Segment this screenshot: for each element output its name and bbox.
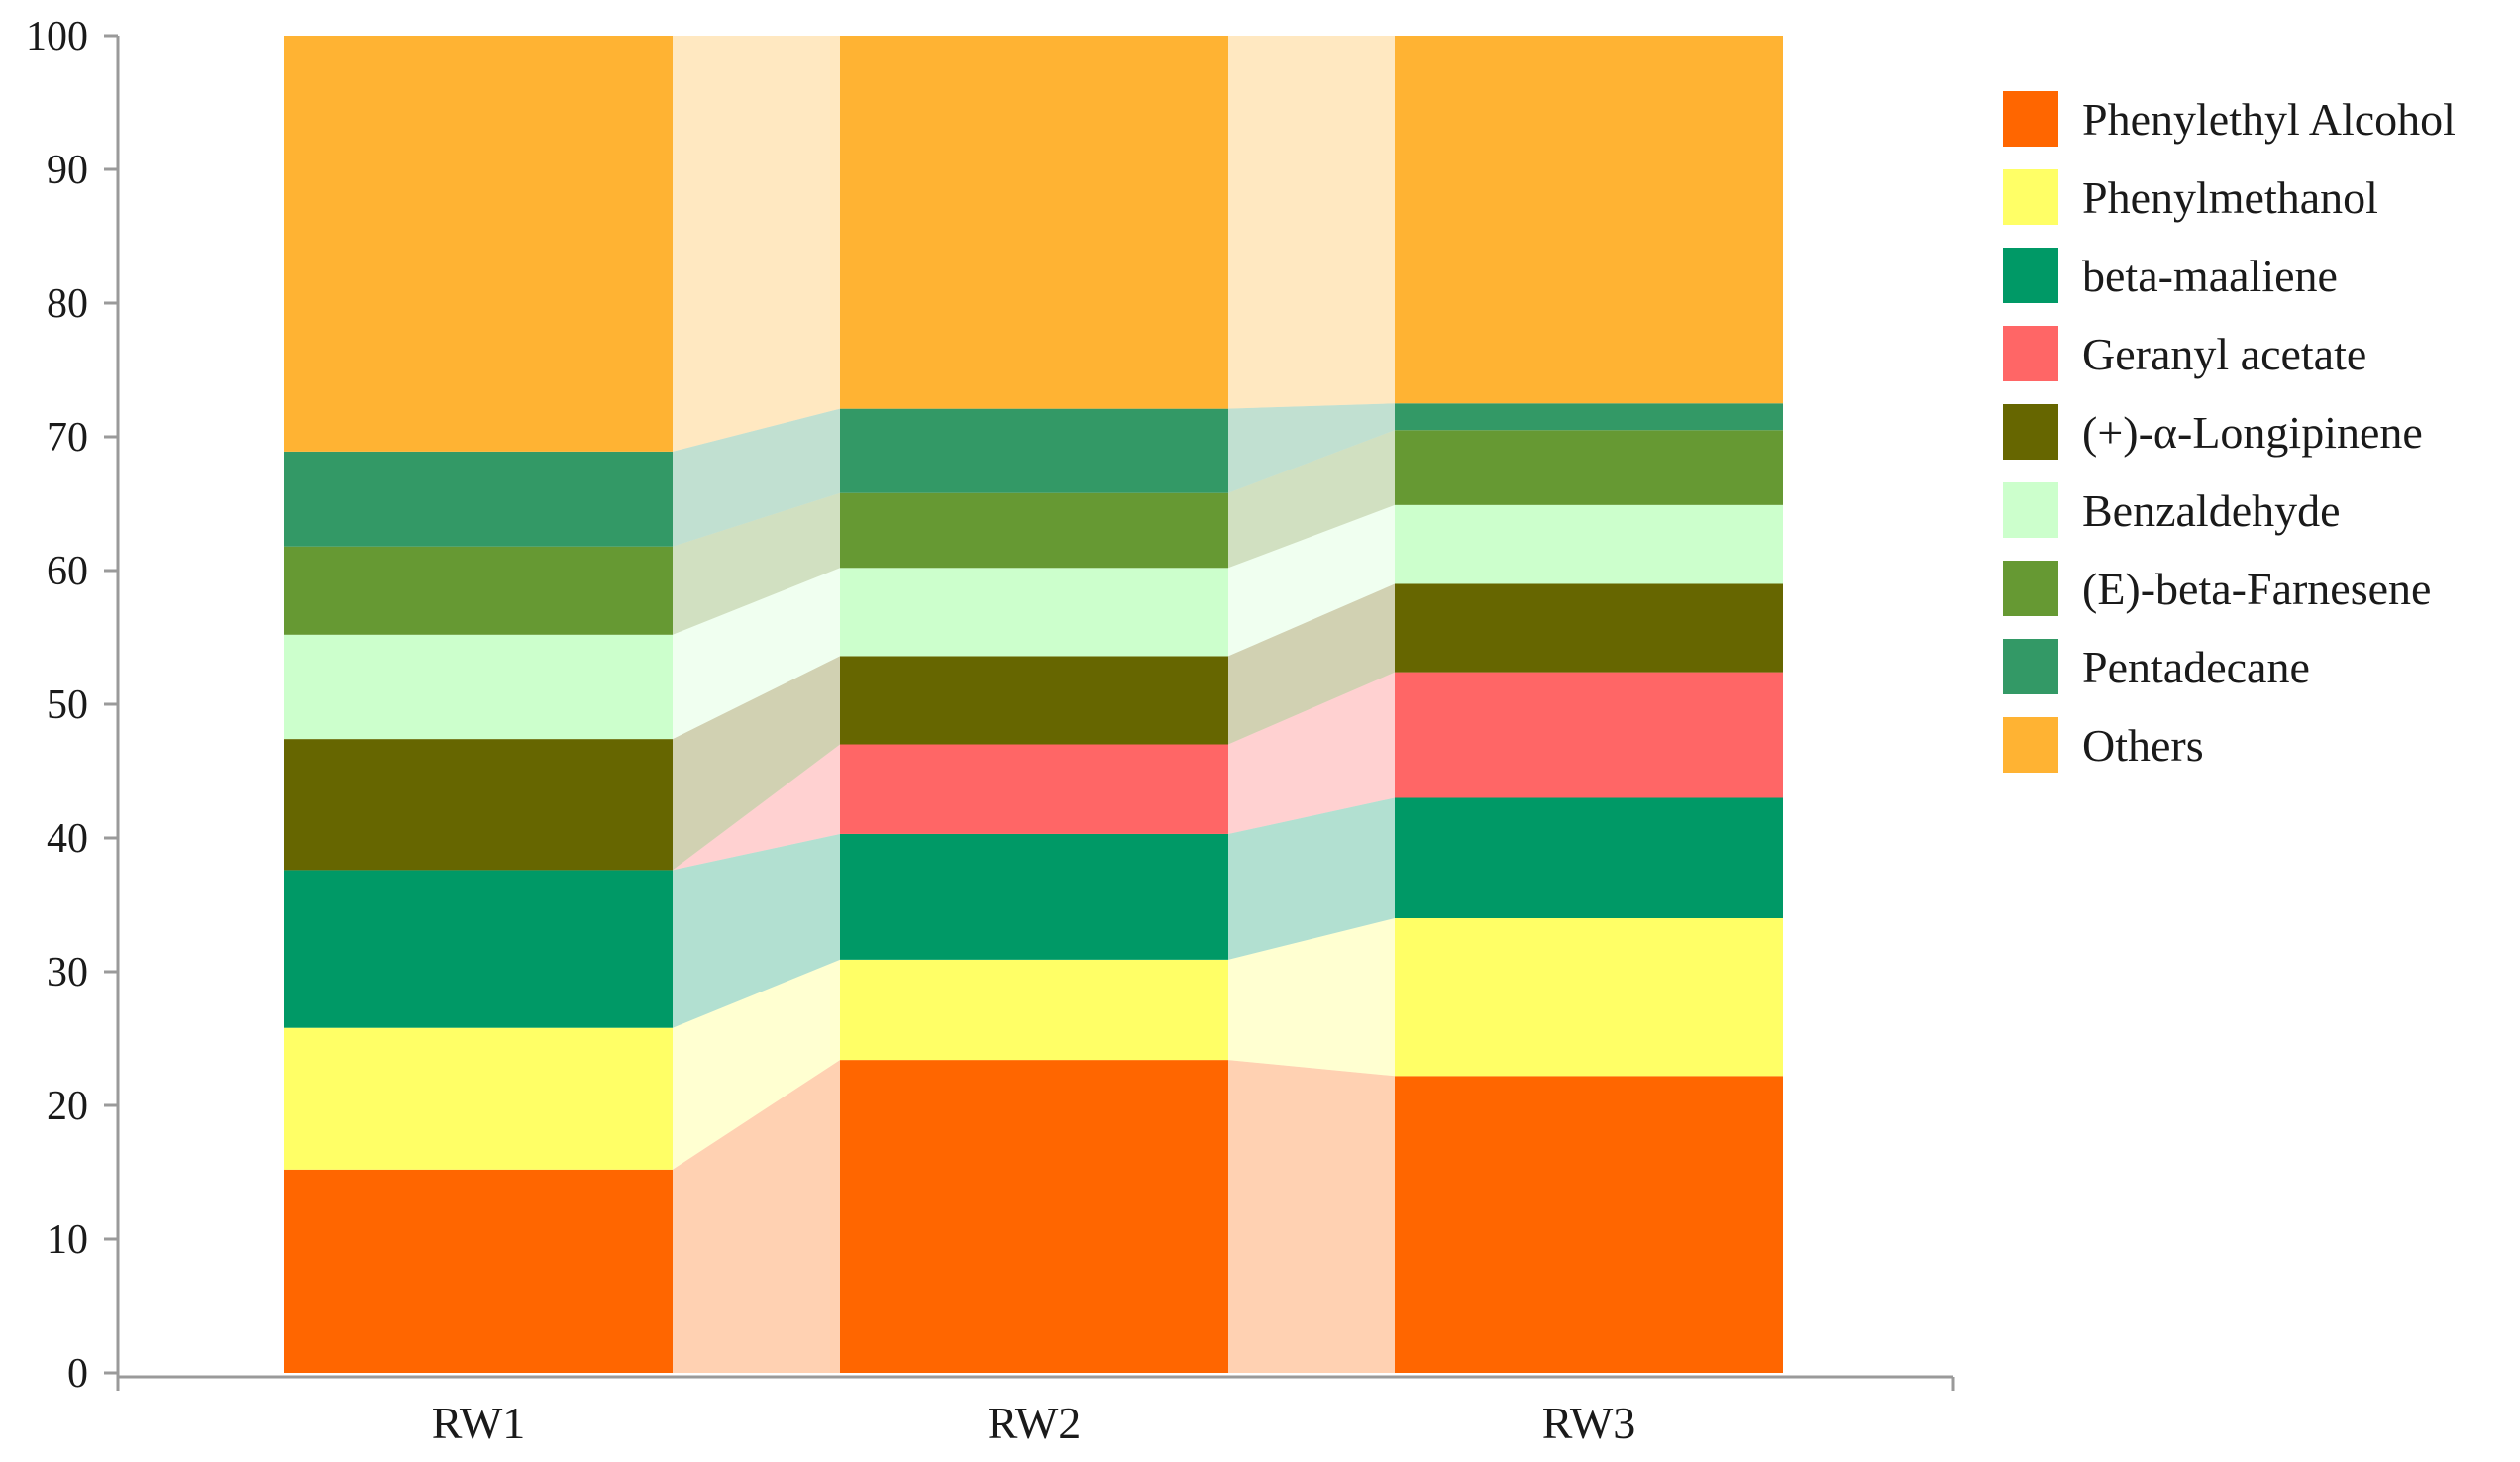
band-phenylethyl-alcohol-2-3 xyxy=(1228,1060,1395,1373)
y-tick-label: 70 xyxy=(47,415,88,461)
band-benzaldehyde-2-3 xyxy=(1228,504,1395,657)
band-pentadecane-2-3 xyxy=(1228,403,1395,493)
legend-swatch-benzaldehyde xyxy=(2003,482,2058,538)
y-tick-label: 10 xyxy=(47,1217,88,1263)
legend-label-others: Others xyxy=(2082,720,2204,771)
bar-rw2-longipinene xyxy=(840,656,1228,745)
legend-label-geranyl-acetate: Geranyl acetate xyxy=(2082,329,2366,379)
band-e-beta-farnesene-1-2 xyxy=(673,492,840,635)
y-tick-label: 0 xyxy=(67,1351,88,1397)
bar-rw1-phenylmethanol xyxy=(284,1027,673,1170)
y-tick-label: 20 xyxy=(47,1084,88,1129)
bar-rw3-longipinene xyxy=(1395,583,1783,673)
bar-rw1-longipinene xyxy=(284,739,673,871)
bar-rw3-others xyxy=(1395,36,1783,404)
band-e-beta-farnesene-2-3 xyxy=(1228,430,1395,569)
legend-label-benzaldehyde: Benzaldehyde xyxy=(2082,485,2341,536)
bar-rw1-pentadecane xyxy=(284,451,673,547)
band-phenylethyl-alcohol-1-2 xyxy=(673,1060,840,1373)
bar-rw2-geranyl-acetate xyxy=(840,744,1228,834)
bar-rw3-beta-maaliene xyxy=(1395,797,1783,918)
legend-label-longipinene: (+)-α-Longipinene xyxy=(2082,407,2423,458)
legend-swatch-longipinene xyxy=(2003,404,2058,460)
legend-label-e-beta-farnesene: (E)-beta-Farnesene xyxy=(2082,564,2431,614)
bar-rw1-others xyxy=(284,36,673,452)
bar-segments xyxy=(284,36,1783,1373)
legend-swatch-phenylethyl-alcohol xyxy=(2003,91,2058,147)
legend-swatch-beta-maaliene xyxy=(2003,248,2058,303)
y-tick-label: 30 xyxy=(47,950,88,995)
legend-swatch-geranyl-acetate xyxy=(2003,326,2058,381)
y-tick-label: 40 xyxy=(47,816,88,862)
legend-label-phenylethyl-alcohol: Phenylethyl Alcohol xyxy=(2082,94,2456,145)
legend-swatch-phenylmethanol xyxy=(2003,169,2058,225)
bar-rw2-phenylethyl-alcohol xyxy=(840,1060,1228,1373)
bar-rw2-pentadecane xyxy=(840,408,1228,493)
band-geranyl-acetate-2-3 xyxy=(1228,672,1395,834)
band-benzaldehyde-1-2 xyxy=(673,568,840,740)
axes xyxy=(116,36,1953,1379)
band-beta-maaliene-1-2 xyxy=(673,833,840,1028)
bar-rw2-others xyxy=(840,36,1228,409)
legend-swatch-others xyxy=(2003,717,2058,773)
band-phenylmethanol-2-3 xyxy=(1228,918,1395,1077)
x-label-rw3: RW3 xyxy=(1542,1398,1636,1448)
legend-label-pentadecane: Pentadecane xyxy=(2082,642,2310,692)
x-label-rw1: RW1 xyxy=(432,1398,526,1448)
bar-rw2-e-beta-farnesene xyxy=(840,492,1228,569)
y-tick-label: 80 xyxy=(47,281,88,327)
y-tick-label: 100 xyxy=(26,14,88,59)
x-axis-labels: RW1 RW2 RW3 xyxy=(116,1377,1955,1448)
bar-rw3-phenylethyl-alcohol xyxy=(1395,1076,1783,1373)
bar-rw3-pentadecane xyxy=(1395,403,1783,431)
x-label-rw2: RW2 xyxy=(988,1398,1082,1448)
legend-swatch-e-beta-farnesene xyxy=(2003,561,2058,616)
bar-rw1-beta-maaliene xyxy=(284,870,673,1028)
band-others-1-2 xyxy=(673,36,840,452)
band-geranyl-acetate-1-2 xyxy=(673,744,840,871)
bar-rw3-e-beta-farnesene xyxy=(1395,430,1783,505)
y-tick-label: 90 xyxy=(47,148,88,193)
y-axis-ticks: 0 10 20 30 40 50 60 70 80 90 100 xyxy=(26,14,118,1397)
bar-rw2-benzaldehyde xyxy=(840,568,1228,657)
legend-label-beta-maaliene: beta-maaliene xyxy=(2082,251,2338,301)
bar-rw1-benzaldehyde xyxy=(284,634,673,740)
band-others-2-3 xyxy=(1228,36,1395,409)
band-pentadecane-1-2 xyxy=(673,408,840,547)
band-phenylmethanol-1-2 xyxy=(673,959,840,1170)
band-longipinene-2-3 xyxy=(1228,583,1395,745)
bar-rw3-benzaldehyde xyxy=(1395,504,1783,584)
bar-rw2-phenylmethanol xyxy=(840,959,1228,1061)
bar-rw3-geranyl-acetate xyxy=(1395,672,1783,798)
bar-rw2-beta-maaliene xyxy=(840,833,1228,960)
y-tick-label: 50 xyxy=(47,682,88,728)
legend: Phenylethyl Alcohol Phenylmethanol beta-ma… xyxy=(2003,91,2456,773)
bar-rw1-phenylethyl-alcohol xyxy=(284,1169,673,1373)
legend-label-phenylmethanol: Phenylmethanol xyxy=(2082,172,2378,223)
bar-rw1-e-beta-farnesene xyxy=(284,546,673,635)
band-beta-maaliene-2-3 xyxy=(1228,797,1395,960)
legend-swatch-pentadecane xyxy=(2003,639,2058,694)
y-tick-label: 60 xyxy=(47,549,88,594)
band-longipinene-1-2 xyxy=(673,656,840,871)
connector-bands xyxy=(673,36,1395,1373)
bar-rw3-phenylmethanol xyxy=(1395,918,1783,1077)
